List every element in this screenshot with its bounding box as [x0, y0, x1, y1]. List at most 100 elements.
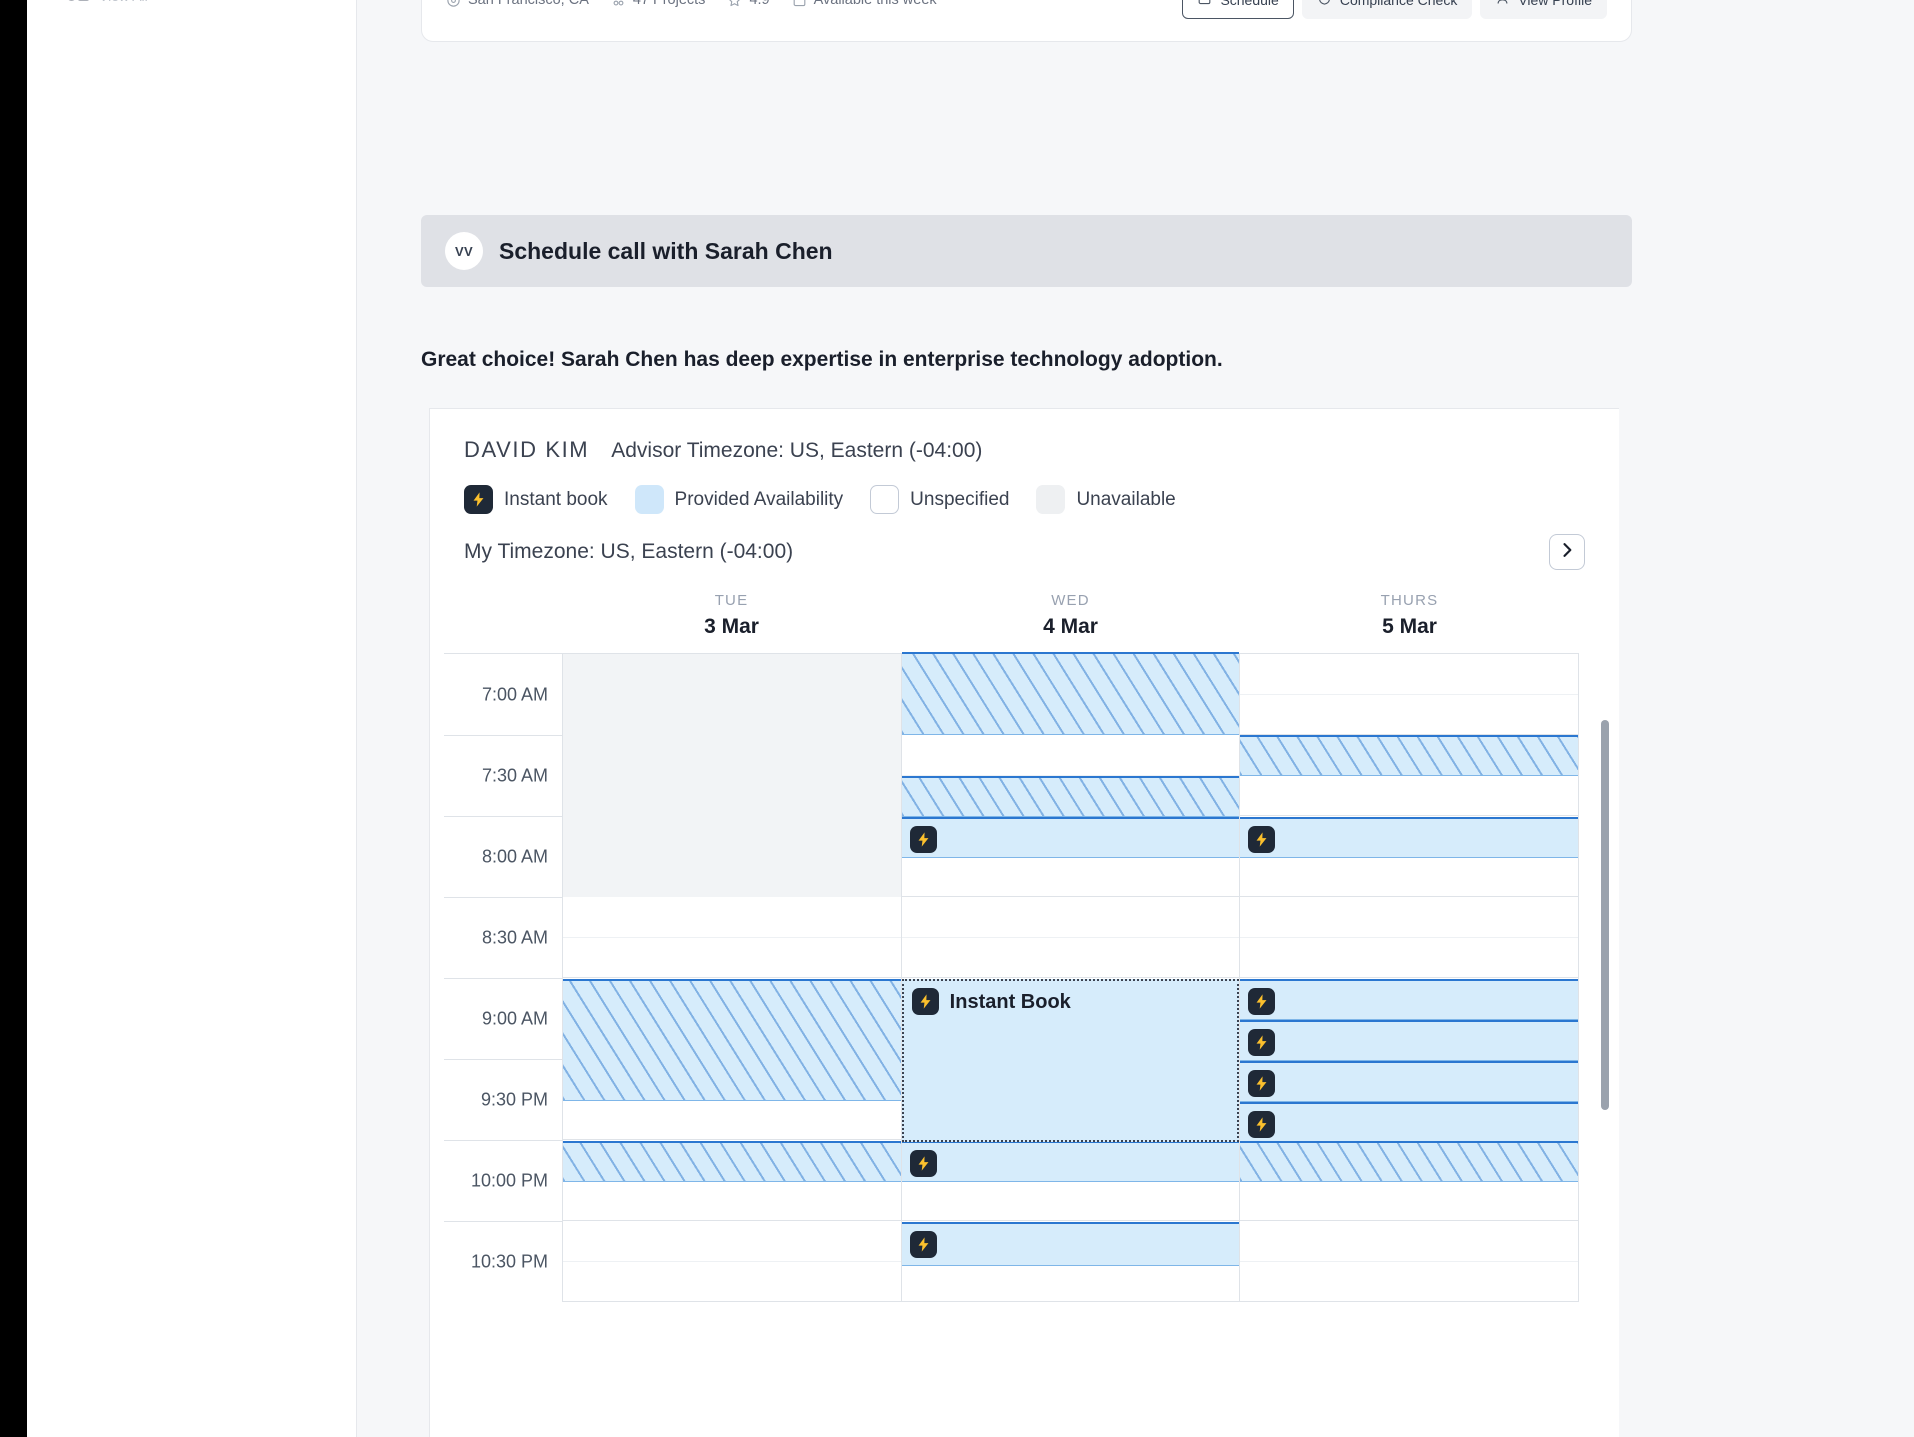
view-profile-button-label: View Profile	[1518, 0, 1592, 9]
sidebar-view-all[interactable]: View All	[67, 0, 148, 4]
time-slot: 9:30 PM	[444, 1059, 562, 1140]
next-week-button[interactable]	[1549, 534, 1585, 570]
time-slot: 8:30 AM	[444, 897, 562, 978]
slot-provided-availability[interactable]	[901, 776, 1240, 817]
grid-cell[interactable]	[563, 938, 901, 978]
calendar-advisor-timezone: Advisor Timezone: US, Eastern (-04:00)	[611, 439, 983, 462]
calendar-day-columns: Instant Book	[562, 652, 1580, 1302]
day-header-dow: TUE	[714, 592, 749, 609]
unavailable-swatch	[1036, 485, 1066, 514]
time-slot: 9:00 AM	[444, 978, 562, 1059]
app-left-rail	[0, 0, 27, 1437]
time-label: 9:30 PM	[480, 1089, 548, 1110]
grid-cell[interactable]	[1240, 897, 1579, 938]
grid-cell[interactable]	[901, 897, 1240, 938]
slot-provided-availability[interactable]	[563, 979, 901, 1101]
legend-provided-availability: Provided Availability	[634, 485, 844, 514]
user-message-title: Schedule call with Sarah Chen	[499, 237, 833, 264]
lightning-bolt-icon	[911, 988, 939, 1015]
day-column-wed[interactable]: Instant Book	[900, 652, 1240, 1302]
sidebar-view-all-label: View All	[99, 0, 148, 4]
compliance-check-button[interactable]: Compliance Check	[1301, 0, 1473, 20]
grid-cell[interactable]	[1240, 1221, 1579, 1262]
shield-icon	[1317, 0, 1332, 9]
schedule-button-label: Schedule	[1220, 0, 1279, 9]
calendar-grid: TUE 3 Mar WED 4 Mar THURS 5 Mar 7:00 AM …	[430, 592, 1619, 1302]
slot-provided-availability[interactable]	[1240, 735, 1579, 776]
advisor-card: AI Analysis Perfect domain expertise wit…	[421, 0, 1632, 43]
sidebar: View All	[27, 0, 357, 1437]
slot-instant-book[interactable]	[901, 1222, 1240, 1266]
compliance-check-button-label: Compliance Check	[1339, 0, 1458, 9]
grid-cell[interactable]	[563, 1262, 901, 1302]
calendar-grid-body: 7:00 AM 7:30 AM 8:00 AM 8:30 AM 9:00 AM …	[444, 652, 1580, 1302]
calendar-scrollbar[interactable]	[1601, 720, 1609, 1110]
legend-provided-availability-label: Provided Availability	[674, 488, 844, 510]
slot-provided-availability[interactable]	[1240, 1141, 1579, 1182]
day-header-date: 5 Mar	[1382, 615, 1437, 638]
legend-unavailable: Unavailable	[1036, 485, 1176, 514]
grid-cell[interactable]	[901, 1181, 1240, 1221]
slot-instant-book[interactable]	[1240, 979, 1579, 1020]
calendar-advisor-name: DAVID KIM	[464, 437, 590, 462]
grid-cell[interactable]	[901, 857, 1240, 897]
slot-instant-book[interactable]	[1240, 817, 1579, 858]
calendar-day-headers: TUE 3 Mar WED 4 Mar THURS 5 Mar	[444, 592, 1579, 639]
schedule-button[interactable]: Schedule	[1182, 0, 1294, 20]
time-label: 8:00 AM	[481, 846, 548, 867]
legend-unavailable-label: Unavailable	[1076, 488, 1176, 510]
grid-cell[interactable]	[563, 1181, 901, 1221]
slot-instant-book[interactable]	[1240, 1102, 1579, 1143]
meta-rating-label: 4.9	[749, 0, 770, 9]
calendar-advisor-row: DAVID KIM Advisor Timezone: US, Eastern …	[464, 437, 1585, 463]
lightning-bolt-icon	[1248, 1111, 1276, 1138]
meta-projects-label: 47 Projects	[632, 0, 706, 9]
slot-provided-availability[interactable]	[563, 1141, 901, 1182]
day-column-thurs[interactable]	[1239, 654, 1580, 1302]
lightning-bolt-icon	[1248, 988, 1276, 1015]
legend-unspecified-label: Unspecified	[910, 488, 1010, 510]
slot-instant-book-selected[interactable]: Instant Book	[901, 979, 1240, 1142]
meta-projects: 47 Projects	[611, 0, 706, 9]
calendar-icon	[1197, 0, 1212, 9]
legend-instant-book-label: Instant book	[504, 488, 608, 510]
provided-availability-swatch	[634, 485, 664, 514]
grid-cell[interactable]	[563, 1100, 901, 1140]
view-profile-button[interactable]: View Profile	[1480, 0, 1607, 20]
grid-cell[interactable]	[1240, 857, 1579, 897]
legend-unspecified: Unspecified	[870, 485, 1009, 514]
main-content: AI Analysis Perfect domain expertise wit…	[357, 0, 1914, 1437]
grid-cell[interactable]	[563, 1221, 901, 1262]
time-label: 7:30 AM	[481, 765, 548, 786]
time-slot: 7:30 AM	[444, 735, 562, 816]
grid-cell[interactable]	[901, 1262, 1240, 1302]
grid-cell[interactable]	[1240, 695, 1579, 735]
lightning-bolt-icon	[1248, 826, 1276, 853]
grid-cell[interactable]	[1240, 1262, 1579, 1302]
day-header-dow: WED	[1051, 592, 1090, 609]
time-slot: 10:30 PM	[444, 1221, 562, 1302]
slot-instant-book[interactable]	[901, 817, 1240, 858]
unspecified-swatch	[870, 485, 900, 514]
grid-cell[interactable]	[1240, 776, 1579, 816]
meta-location-label: San Francisco, CA	[468, 0, 589, 9]
grid-cell[interactable]	[901, 735, 1240, 776]
time-slot: 8:00 AM	[444, 816, 562, 897]
time-slot: 7:00 AM	[444, 654, 562, 735]
avatar: VV	[445, 232, 483, 270]
day-column-tue[interactable]	[562, 654, 901, 1302]
grid-cell[interactable]	[1240, 654, 1579, 695]
slot-instant-book[interactable]	[901, 1141, 1240, 1182]
slot-instant-book[interactable]	[1240, 1020, 1579, 1061]
day-header-thurs: THURS 5 Mar	[1240, 592, 1579, 639]
grid-cell[interactable]	[563, 897, 901, 938]
slot-instant-book[interactable]	[1240, 1061, 1579, 1102]
slot-provided-availability[interactable]	[901, 652, 1240, 735]
time-label: 9:00 AM	[481, 1008, 548, 1029]
grid-cell[interactable]	[901, 938, 1240, 978]
calendar-scrollbar-thumb[interactable]	[1601, 720, 1609, 1110]
lightning-bolt-icon	[909, 1150, 937, 1177]
grid-cell[interactable]	[1240, 938, 1579, 978]
grid-cell[interactable]	[1240, 1181, 1579, 1221]
location-pin-icon	[446, 0, 461, 8]
